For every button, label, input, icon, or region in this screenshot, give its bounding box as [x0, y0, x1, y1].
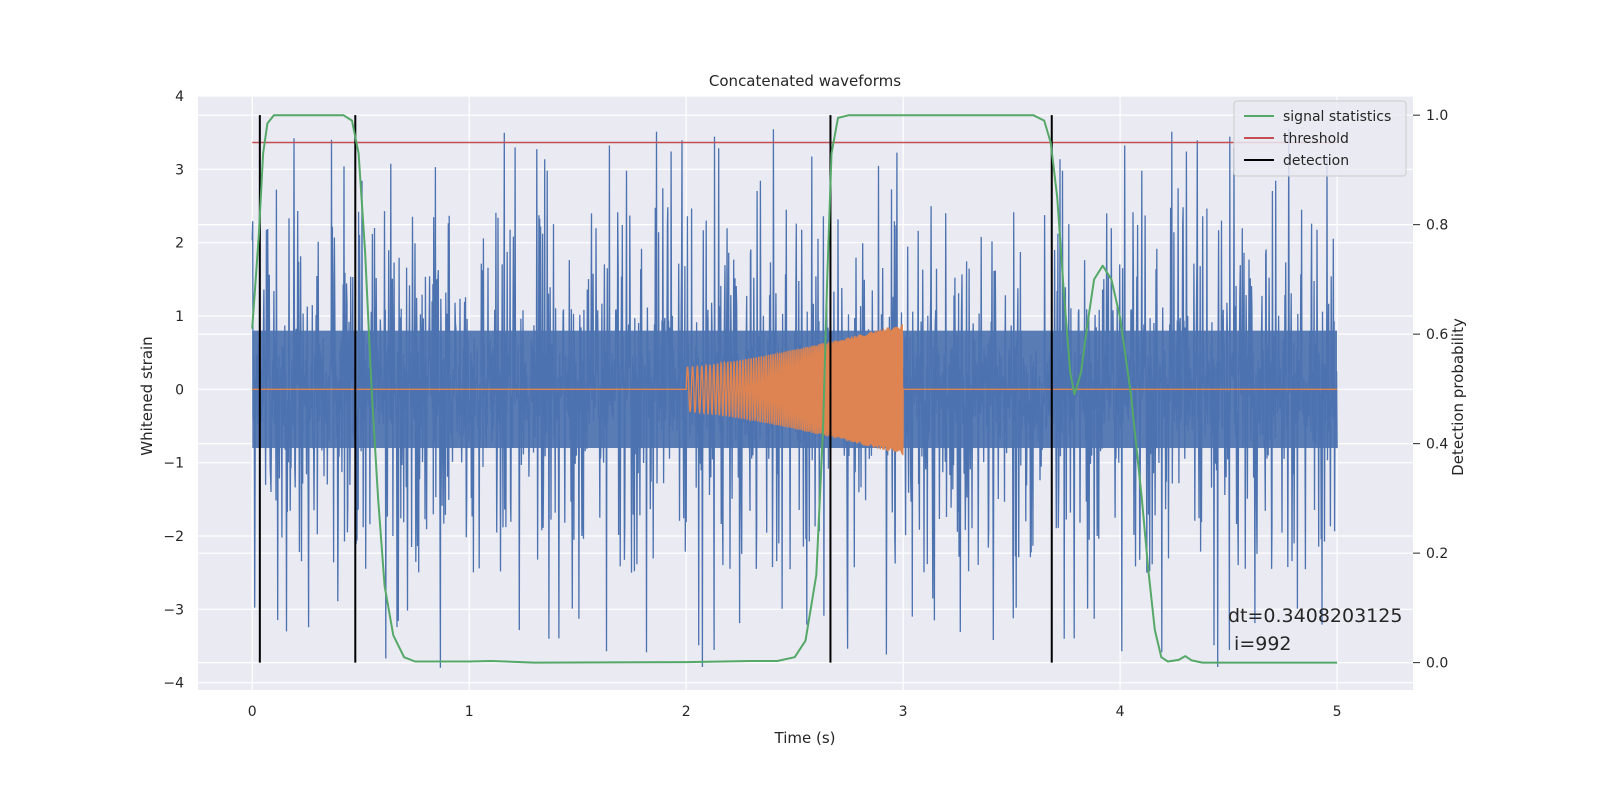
y-tick-label: 0 — [175, 382, 184, 398]
x-axis-label: Time (s) — [774, 729, 836, 747]
legend-box — [1233, 100, 1407, 177]
legend-label-detection: detection — [1283, 153, 1349, 169]
y2-tick-label: 0.8 — [1426, 218, 1448, 234]
y2-tick-label: 0.6 — [1426, 327, 1448, 343]
annotation-i: i=992 — [1228, 633, 1292, 655]
annotation-dt: dt=0.3408203125 — [1228, 605, 1402, 627]
chart-title: Concatenated waveforms — [709, 72, 901, 90]
y-tick-label: −4 — [163, 676, 184, 692]
x-tick-label: 5 — [1333, 704, 1342, 720]
y-tick-label: 2 — [175, 236, 184, 252]
y-tick-label: −2 — [163, 529, 184, 545]
y2-tick-label: 1.0 — [1426, 108, 1448, 124]
injected-signal-series — [252, 324, 1338, 456]
y2-tick-label: 0.4 — [1426, 437, 1448, 453]
injected-signal-line — [252, 324, 1338, 456]
x-axis-ticks: 0 1 2 3 4 5 — [248, 704, 1342, 720]
y-tick-label: −3 — [163, 602, 184, 618]
legend-label-threshold: threshold — [1283, 131, 1349, 147]
x-tick-label: 3 — [899, 704, 908, 720]
y2-tick-label: 0.2 — [1426, 546, 1448, 562]
y-axis-label: Whitened strain — [138, 336, 156, 455]
signal-statistics-line — [251, 114, 1338, 664]
y2-axis-ticks: 0.0 0.2 0.4 0.6 0.8 1.0 — [1413, 108, 1448, 672]
y2-tick-label: 0.0 — [1426, 656, 1448, 672]
y2-axis-label: Detection probability — [1449, 318, 1467, 476]
y-tick-label: 4 — [175, 89, 184, 105]
x-tick-label: 4 — [1116, 704, 1125, 720]
legend-label-signal-statistics: signal statistics — [1283, 109, 1391, 125]
y-axis-ticks: −4 −3 −2 −1 0 1 2 3 4 — [163, 89, 184, 692]
x-tick-label: 0 — [248, 704, 257, 720]
y-tick-label: −1 — [163, 456, 184, 472]
signal-statistics-series — [251, 114, 1338, 664]
y-tick-label: 3 — [175, 162, 184, 178]
x-tick-label: 1 — [465, 704, 474, 720]
legend: signal statistics threshold detection — [1233, 100, 1407, 177]
x-tick-label: 2 — [682, 704, 691, 720]
y-tick-label: 1 — [175, 309, 184, 325]
